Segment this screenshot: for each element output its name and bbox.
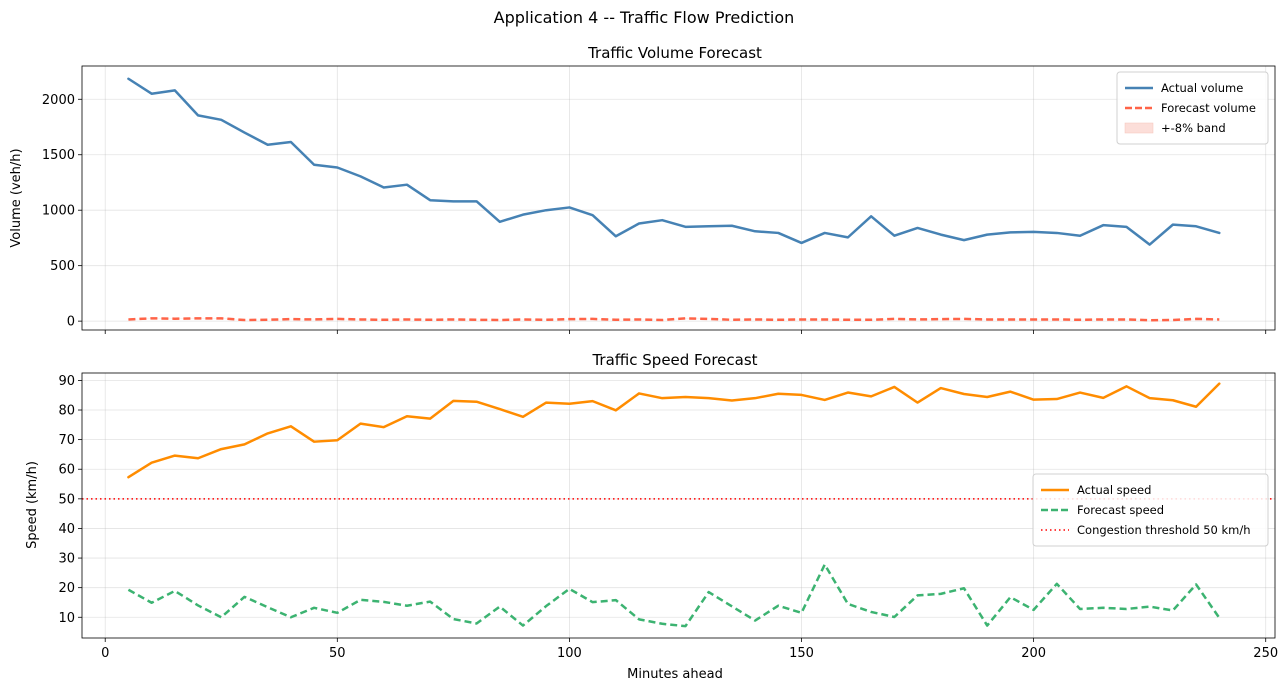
y-tick-label: 60 [58, 463, 75, 478]
legend-band-swatch [1124, 122, 1154, 134]
legend-box [1116, 71, 1269, 145]
x-tick-label: 150 [789, 646, 814, 661]
volume-ticks: 0 500 1000 1500 2000 [42, 93, 1267, 334]
y-tick-label: 30 [58, 552, 75, 567]
y-tick-label: 500 [50, 259, 75, 274]
volume-panel-title: Traffic Volume Forecast [587, 44, 762, 62]
x-tick-label: 250 [1253, 646, 1278, 661]
actual-volume-line [127, 77, 1221, 246]
legend-label: +-8% band [1161, 121, 1226, 135]
x-tick-label: 0 [101, 646, 109, 661]
y-tick-label: 90 [58, 374, 75, 389]
y-tick-label: 80 [58, 404, 75, 419]
y-tick-label: 1000 [42, 204, 75, 219]
volume-grid [82, 66, 1275, 330]
y-tick-label: 20 [58, 581, 75, 596]
legend-label: Actual speed [1077, 483, 1151, 497]
volume-plot-frame [81, 65, 1276, 331]
volume-legend: Actual volume Forecast volume +-8% band [1116, 71, 1269, 145]
legend-box [1032, 473, 1269, 547]
y-tick-label: 10 [58, 611, 75, 626]
y-tick-label: 1500 [42, 148, 75, 163]
x-tick-label: 200 [1021, 646, 1046, 661]
legend-label: Actual volume [1161, 81, 1243, 95]
actual-speed-line [127, 382, 1221, 479]
volume-ylabel: Volume (veh/h) [9, 148, 24, 247]
speed-ticks: 0 50 100 150 200 250 10 20 30 40 50 60 70 80 90 [58, 374, 1278, 661]
y-tick-label: 40 [58, 522, 75, 537]
legend-label: Forecast speed [1077, 503, 1164, 517]
forecast-volume-line [128, 317, 1220, 322]
x-tick-label: 100 [557, 646, 582, 661]
figure-title: Application 4 -- Traffic Flow Prediction [494, 8, 795, 27]
x-tick-label: 50 [329, 646, 346, 661]
speed-lines [82, 382, 1275, 628]
volume-lines [127, 77, 1221, 322]
speed-panel-title: Traffic Speed Forecast [591, 351, 757, 369]
legend-label: Forecast volume [1161, 101, 1256, 115]
y-tick-label: 50 [58, 492, 75, 507]
forecast-speed-line [127, 563, 1221, 628]
y-tick-label: 70 [58, 433, 75, 448]
speed-ylabel: Speed (km/h) [25, 461, 40, 549]
y-tick-label: 0 [67, 315, 75, 330]
speed-plot-frame [81, 372, 1276, 639]
y-tick-label: 2000 [42, 93, 75, 108]
speed-legend: Actual speed Forecast speed Congestion thr… [1032, 473, 1269, 547]
legend-label: Congestion threshold 50 km/h [1077, 523, 1251, 537]
speed-panel: Traffic Speed Forecast 0 50 100 150 200 250 10… [25, 351, 1278, 661]
x-axis-label: Minutes ahead [627, 667, 723, 682]
volume-panel: Traffic Volume Forecast 0 500 1000 1500 2000… [9, 44, 1276, 334]
